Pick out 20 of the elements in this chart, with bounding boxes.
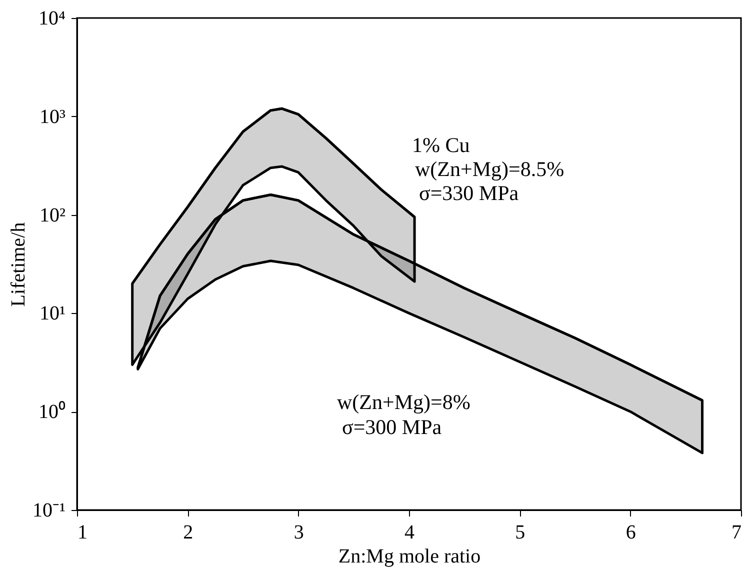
y-tick-label: 10³ [40,106,66,128]
y-tick-label: 10² [40,204,66,226]
y-tick-label: 10⁴ [38,8,66,30]
x-tick-label: 3 [294,522,304,544]
annotation: w(Zn+Mg)=8.5% [415,157,564,181]
annotation: σ=300 MPa [342,415,442,439]
annotation: 1% Cu [412,133,470,157]
x-tick-label: 7 [732,522,742,544]
x-tick-label: 1 [78,522,88,544]
x-axis-title: Zn:Mg mole ratio [338,546,481,568]
x-tick-label: 4 [404,522,414,544]
y-axis-title: Lifetime/h [8,222,30,307]
x-tick-label: 2 [183,522,194,544]
x-tick-label: 5 [515,522,526,544]
annotation: σ=330 MPa [419,181,520,205]
y-tick-label: 10¹ [40,302,66,325]
annotation: w(Zn+Mg)=8% [337,390,470,414]
y-tick-label: 10⁰ [38,400,66,424]
x-tick-label: 6 [626,522,636,544]
y-tick-label: 10⁻¹ [32,500,66,522]
